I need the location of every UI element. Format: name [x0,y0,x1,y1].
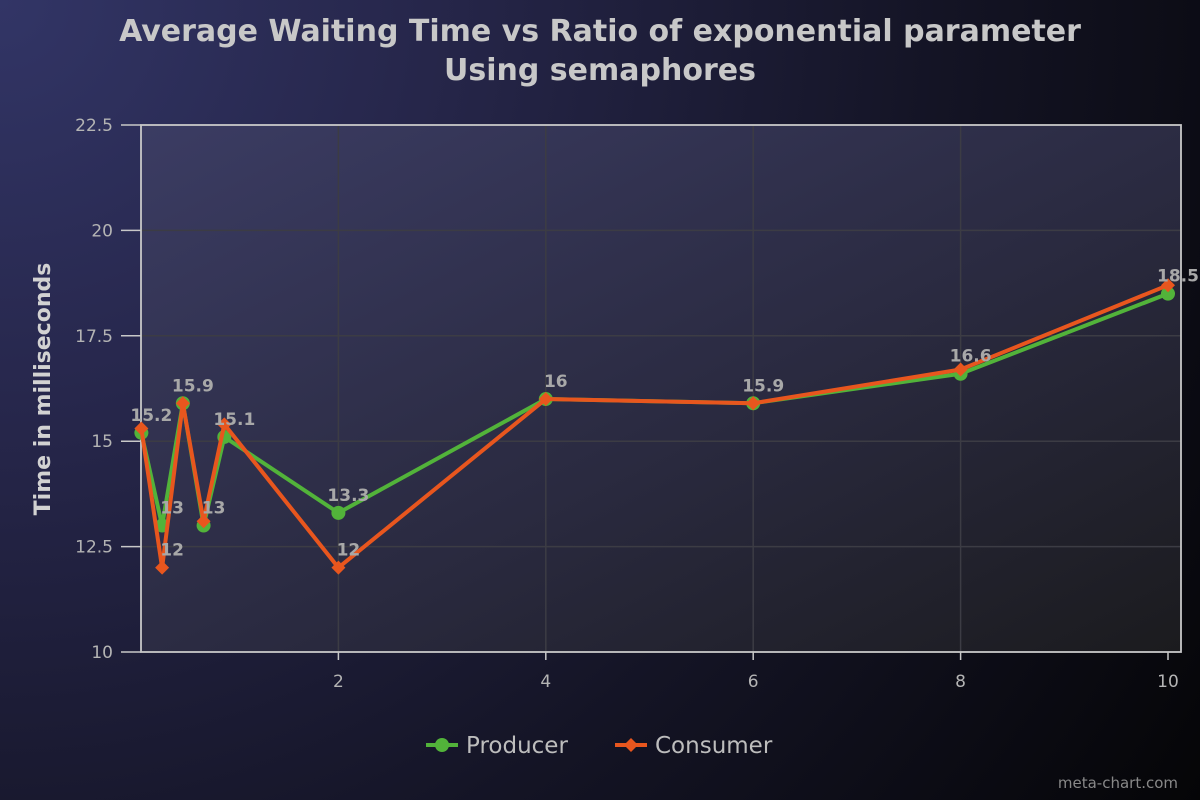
series-group [134,278,1175,575]
y-tick-label: 10 [91,643,113,663]
legend-consumer-label: Consumer [655,733,773,759]
consumer-data-label: 12 [337,541,361,561]
consumer-point [134,421,149,436]
producer-data-label: 15.1 [213,410,255,430]
consumer-point [175,396,190,411]
producer-data-label: 15.9 [742,376,784,396]
producer-data-label: 15.9 [172,376,214,396]
data-labels: 15.2 13 15.9 13 15.1 13.3 16 15.9 16.6 18.5 12 12 [130,267,1199,561]
consumer-line [139,283,1169,570]
legend-producer-marker [435,738,449,752]
consumer-point [196,514,211,529]
consumer-point [953,362,968,377]
legend-producer-label: Producer [466,733,568,759]
producer-point [331,505,346,520]
y-tick-label: 12.5 [75,538,113,558]
consumer-point [217,417,232,432]
plot-border [140,124,1182,653]
consumer-data-label: 12 [160,541,184,561]
plot-area [141,125,1181,652]
y-tick-label: 22.5 [75,116,113,136]
consumer-series [134,278,1175,575]
x-tick-label: 2 [333,672,344,692]
producer-data-label: 16.6 [950,347,992,367]
consumer-point [155,560,170,575]
legend: Producer Consumer [426,733,773,759]
x-tick-label: 8 [955,672,966,692]
consumer-point [331,560,346,575]
producer-data-label: 18.5 [1157,267,1199,287]
consumer-point [538,392,553,407]
y-tick-label: 15 [91,432,113,452]
producer-data-label: 16 [544,372,568,392]
y-tick-label: 17.5 [75,327,113,347]
legend-consumer-marker [624,738,638,752]
chart-subtitle: Using semaphores [444,53,756,88]
producer-data-label: 13.3 [327,486,369,506]
y-axis-label: Time in milliseconds [31,263,56,516]
grid-lines [141,125,1181,652]
chart-title: Average Waiting Time vs Ratio of exponen… [119,14,1081,49]
producer-data-label: 13 [160,499,184,519]
x-tick-label: 10 [1157,672,1179,692]
consumer-point [1161,278,1175,293]
producer-data-label: 13 [202,499,226,519]
x-tick-label: 6 [748,672,759,692]
producer-point [1161,286,1175,301]
producer-data-label: 15.2 [130,406,172,426]
producer-line [139,291,1169,528]
x-tick-label: 4 [540,672,551,692]
axes: 10 12.5 15 17.5 20 22.5 2 4 6 8 10 [75,116,1182,692]
watermark: meta-chart.com [1057,774,1178,792]
consumer-point [746,396,761,411]
y-tick-label: 20 [91,221,113,241]
